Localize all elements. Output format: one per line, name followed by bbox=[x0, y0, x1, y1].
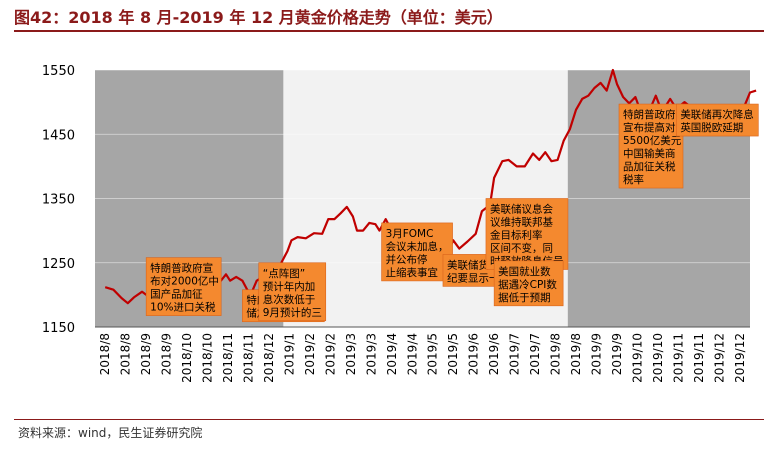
annotation-text: 会议未加息， bbox=[386, 240, 449, 253]
x-tick-label: 2019/4 bbox=[405, 333, 419, 375]
annotation-bg bbox=[381, 222, 453, 282]
annotation-text: 布对2000亿中 bbox=[150, 275, 219, 288]
annotation-text: 议维持联邦基 bbox=[490, 216, 553, 229]
source-divider bbox=[14, 419, 764, 420]
x-tick-label: 2018/9 bbox=[160, 333, 174, 375]
x-tick-label: 2019/2 bbox=[303, 333, 317, 375]
x-tick-label: 2019/11 bbox=[671, 333, 685, 383]
y-tick-label: 1550 bbox=[42, 64, 75, 79]
gold-price-chart: 1150 1250 1350 1450 1550 2018/8 2018/8 2018/9 20… bbox=[42, 64, 759, 383]
x-tick-label: 2018/8 bbox=[119, 333, 133, 375]
annotation-text: 中国输美商 bbox=[623, 147, 676, 160]
x-tick-label: 2019/8 bbox=[569, 333, 583, 375]
annotation-text: 止缩表事宜 bbox=[386, 266, 439, 279]
x-tick-label: 2019/9 bbox=[610, 333, 624, 375]
annotation-bg bbox=[618, 103, 684, 189]
x-tick-label: 2018/11 bbox=[242, 333, 256, 383]
title-divider bbox=[14, 30, 764, 32]
annotation-text: 美国就业数 bbox=[498, 265, 551, 278]
annotation-text: 金目标利率 bbox=[490, 229, 543, 242]
annotation-text: 特朗普政府 bbox=[623, 108, 676, 121]
source-note: 资料来源：wind，民生证券研究院 bbox=[18, 426, 203, 440]
y-tick-label: 1250 bbox=[42, 257, 75, 272]
annotation-text: 9月预计的三 bbox=[263, 306, 322, 319]
annotation-text: 5500亿美元 bbox=[623, 134, 682, 147]
annotation-text: 预计年内加 bbox=[263, 280, 316, 293]
annotation-text: 英国脱欧延期 bbox=[680, 121, 743, 134]
annotation-text: 税率 bbox=[623, 173, 644, 186]
x-tick-label: 2019/7 bbox=[508, 333, 522, 375]
y-tick-label: 1150 bbox=[42, 321, 75, 336]
x-tick-label: 2019/2 bbox=[323, 333, 337, 375]
annotation-text: 息次数低于 bbox=[263, 293, 316, 306]
annotation-text: 国产品加征 bbox=[150, 288, 203, 301]
x-tick-label: 2019/12 bbox=[712, 333, 726, 383]
x-tick-label: 2018/8 bbox=[98, 333, 112, 375]
x-tick-label: 2018/9 bbox=[139, 333, 153, 375]
annotation-text: “点阵图” bbox=[263, 267, 305, 280]
y-tick-label: 1350 bbox=[42, 193, 75, 208]
x-tick-label: 2019/6 bbox=[487, 333, 501, 375]
annotation-text: 3月FOMC bbox=[386, 228, 434, 240]
y-tick-label: 1450 bbox=[42, 128, 75, 143]
x-tick-label: 2018/11 bbox=[221, 333, 235, 383]
annotation-bg bbox=[145, 257, 222, 316]
x-tick-label: 2018/10 bbox=[180, 333, 194, 383]
annotation-bg bbox=[493, 260, 564, 307]
annotation-text: 10%进口关税 bbox=[150, 301, 216, 314]
x-tick-label: 2019/1 bbox=[282, 333, 296, 375]
annotation-text: 品加征关税 bbox=[623, 160, 676, 173]
annotation-bg bbox=[258, 262, 327, 322]
chart-title: 图42：2018 年 8 月-2019 年 12 月黄金价格走势（单位：美元） bbox=[14, 8, 503, 27]
annotation-text: 据遇冷CPI数 bbox=[498, 278, 557, 291]
x-tick-label: 2019/10 bbox=[630, 333, 644, 383]
x-tick-label: 2019/3 bbox=[364, 333, 378, 375]
x-tick-label: 2019/5 bbox=[446, 333, 460, 375]
x-tick-label: 2019/4 bbox=[385, 333, 399, 375]
annotation-text: 据低于预期 bbox=[498, 291, 551, 304]
x-tick-label: 2019/8 bbox=[549, 333, 563, 375]
x-tick-label: 2019/3 bbox=[344, 333, 358, 375]
x-tick-label: 2019/10 bbox=[651, 333, 665, 383]
annotation-text: 宣布提高对 bbox=[623, 121, 676, 134]
x-tick-label: 2019/9 bbox=[589, 333, 603, 375]
annotation-text: 并公布停 bbox=[386, 253, 428, 266]
x-tick-label: 2019/5 bbox=[426, 333, 440, 375]
annotation-text: 美联储再次降息 bbox=[680, 108, 754, 121]
annotation-bg bbox=[676, 103, 759, 137]
annotation-text: 美联储议息会 bbox=[490, 203, 553, 216]
annotation-text: 特朗普政府宣 bbox=[150, 262, 213, 275]
x-tick-label: 2019/7 bbox=[528, 333, 542, 375]
x-tick-label: 2018/12 bbox=[262, 333, 276, 383]
annotation-text: 区间不变，同 bbox=[490, 242, 553, 255]
x-tick-label: 2019/11 bbox=[692, 333, 706, 383]
x-tick-label: 2019/12 bbox=[733, 333, 747, 383]
x-tick-label: 2018/10 bbox=[201, 333, 215, 383]
x-tick-label: 2019/6 bbox=[467, 333, 481, 375]
